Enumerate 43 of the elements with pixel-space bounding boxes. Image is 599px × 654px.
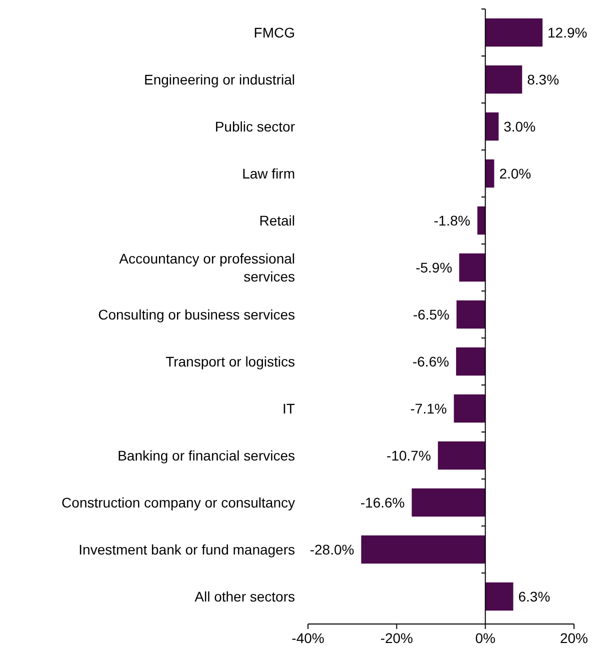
data-label: -5.9% bbox=[416, 260, 452, 276]
data-label: -16.6% bbox=[360, 494, 405, 510]
y-tick-label: Consulting or business services bbox=[98, 306, 295, 322]
data-label: -7.1% bbox=[410, 400, 447, 416]
bar bbox=[361, 535, 486, 564]
data-label: -1.8% bbox=[434, 212, 470, 228]
data-label: -6.5% bbox=[412, 306, 450, 322]
y-tick-label: FMCG bbox=[254, 24, 295, 40]
data-label: -10.7% bbox=[386, 448, 431, 464]
bar bbox=[477, 206, 486, 235]
bar bbox=[438, 441, 486, 470]
y-tick-label: Engineering or industrial bbox=[144, 72, 295, 88]
y-tick-label: Investment bank or fund managers bbox=[78, 542, 295, 558]
bar bbox=[485, 112, 499, 141]
y-tick-label: Banking or financial services bbox=[118, 448, 295, 464]
y-tick-label: Transport or logistics bbox=[166, 354, 295, 370]
y-tick-label: Construction company or consultancy bbox=[62, 494, 295, 510]
data-label: -6.6% bbox=[412, 354, 450, 370]
data-label: 12.9% bbox=[548, 24, 588, 40]
y-tick-label: Public sector bbox=[214, 118, 296, 134]
x-tick-label: 0% bbox=[475, 630, 496, 646]
bar bbox=[459, 253, 486, 282]
data-label: 6.3% bbox=[518, 588, 550, 604]
bar bbox=[456, 347, 486, 376]
data-label: 3.0% bbox=[504, 118, 536, 134]
y-tick-label: IT bbox=[282, 400, 296, 416]
y-tick-label: Law firm bbox=[242, 166, 295, 182]
y-tick-label: All other sectors bbox=[194, 588, 295, 604]
x-tick-label: -20% bbox=[380, 630, 414, 646]
bar bbox=[412, 488, 486, 517]
x-tick-label: 20% bbox=[560, 630, 588, 646]
bar bbox=[485, 582, 514, 611]
bar bbox=[456, 300, 486, 329]
bar bbox=[485, 65, 522, 94]
bar bbox=[485, 18, 543, 47]
bar bbox=[485, 159, 494, 188]
data-label: -28.0% bbox=[310, 542, 354, 558]
data-label: 2.0% bbox=[499, 166, 532, 182]
x-tick-label: -40% bbox=[292, 630, 324, 646]
data-label: 8.3% bbox=[527, 72, 560, 88]
y-tick-label: Accountancy or professional services bbox=[119, 250, 295, 284]
y-tick-label: Retail bbox=[259, 212, 295, 228]
bar bbox=[454, 394, 486, 423]
